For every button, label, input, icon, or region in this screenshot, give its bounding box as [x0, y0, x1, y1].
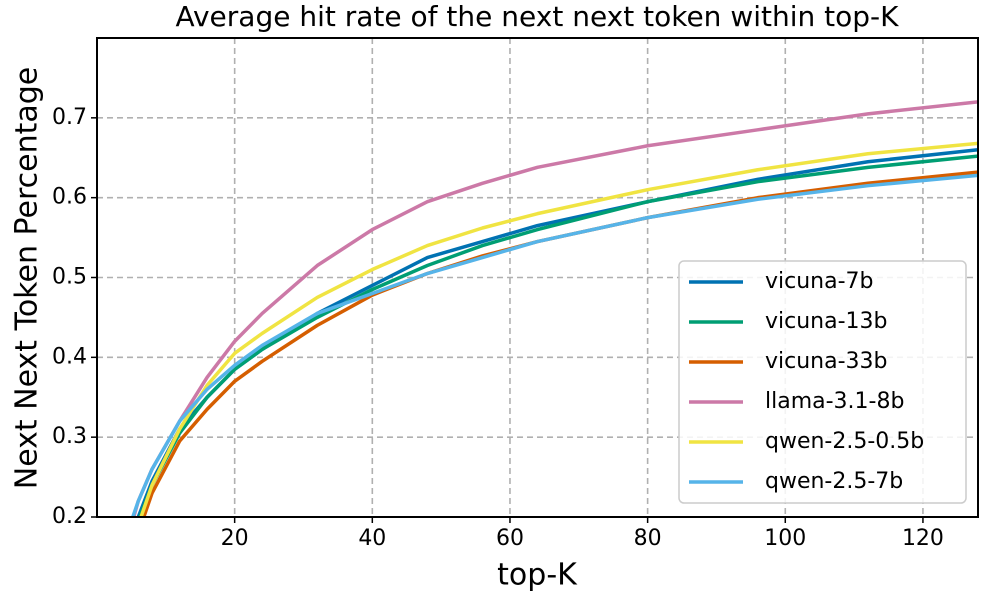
plot-area: [130, 100, 978, 517]
x-tick-label: 100: [764, 526, 806, 551]
legend-label: qwen-2.5-7b: [765, 469, 903, 494]
x-tick-label: 40: [358, 526, 386, 551]
y-tick-label: 0.5: [52, 265, 87, 290]
y-tick-label: 0.3: [52, 424, 87, 449]
x-tick-label: 80: [634, 526, 662, 551]
legend-label: llama-3.1-8b: [765, 389, 904, 414]
y-axis-label: Next Next Token Percentage: [10, 67, 45, 490]
y-tick-label: 0.7: [52, 105, 87, 130]
x-tick-label: 60: [496, 526, 524, 551]
x-tick-label: 120: [902, 526, 944, 551]
legend: vicuna-7b vicuna-13b vicuna-33b llama-3.1-8…: [678, 260, 967, 504]
x-axis-label: top-K: [497, 558, 578, 593]
legend-box: [678, 260, 967, 504]
chart-title: Average hit rate of the next next token …: [175, 0, 899, 33]
legend-label: vicuna-33b: [765, 349, 888, 374]
series-line: [139, 141, 978, 517]
y-tick-label: 0.4: [52, 344, 87, 369]
legend-label: vicuna-7b: [765, 269, 874, 294]
y-tick-label: 0.6: [52, 185, 87, 210]
x-tick-label: 20: [221, 526, 249, 551]
y-tick-label: 0.2: [52, 504, 87, 529]
series-line: [130, 173, 978, 517]
legend-label: vicuna-13b: [765, 309, 888, 334]
legend-label: qwen-2.5-0.5b: [765, 429, 924, 454]
